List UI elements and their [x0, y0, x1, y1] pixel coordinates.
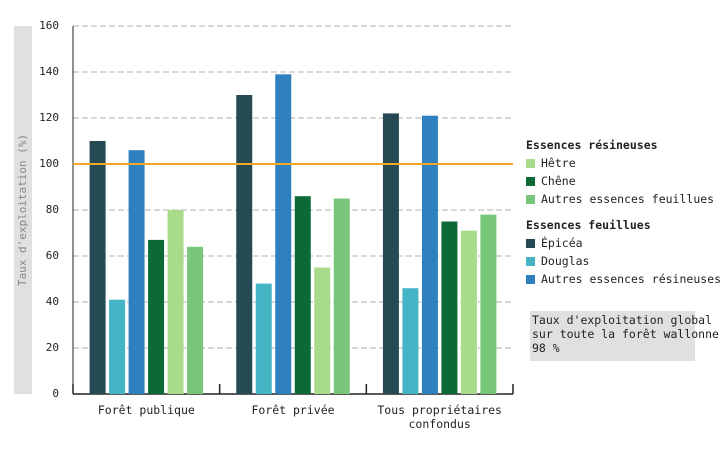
- legend-item: Autres essences feuillues: [526, 190, 721, 208]
- legend-label: Hêtre: [541, 156, 576, 170]
- bar: [89, 141, 106, 394]
- legend-swatch: [526, 274, 535, 284]
- y-tick-label: 120: [39, 111, 59, 124]
- legend-item: Autres essences résineuses: [526, 270, 721, 288]
- bar: [128, 150, 145, 394]
- legend-item: Hêtre: [526, 154, 721, 172]
- legend: Essences résineuses Hêtre Chêne Autres esse…: [526, 128, 721, 288]
- bar: [421, 115, 438, 394]
- bar: [294, 196, 311, 394]
- bar: [333, 198, 350, 394]
- y-label-band: [14, 26, 32, 394]
- bar: [167, 210, 184, 394]
- legend-label: Douglas: [541, 254, 590, 268]
- y-tick-label: 40: [46, 295, 59, 308]
- annotation-line: 98 %: [532, 341, 560, 355]
- legend-item: Chêne: [526, 172, 721, 190]
- legend-item: Épicéa: [526, 234, 721, 252]
- bar: [148, 239, 165, 394]
- bar: [275, 74, 292, 395]
- bar: [460, 230, 477, 394]
- y-tick-label: 60: [46, 249, 59, 262]
- legend-item: Douglas: [526, 252, 721, 270]
- bar: [187, 246, 204, 394]
- legend-swatch: [526, 194, 535, 204]
- bar: [382, 113, 399, 395]
- y-axis-title: Taux d'exploitation (%): [16, 134, 29, 286]
- y-tick-label: 20: [46, 341, 59, 354]
- legend-swatch: [526, 238, 535, 248]
- legend-swatch: [526, 256, 535, 266]
- y-tick-label: 140: [39, 65, 59, 78]
- legend-label: Épicéa: [541, 236, 583, 250]
- legend-swatch: [526, 176, 535, 186]
- y-tick-label: 80: [46, 203, 59, 216]
- annotation-line: sur toute la forêt wallonne: [532, 327, 719, 341]
- x-tick-label: Forêt privée: [251, 403, 335, 417]
- legend-label: Autres essences feuillues: [541, 192, 715, 206]
- legend-heading: Essences résineuses: [526, 138, 658, 152]
- bar: [402, 288, 419, 394]
- legend-heading: Essences feuillues: [526, 218, 651, 232]
- annotation-line: Taux d'exploitation global: [532, 313, 713, 327]
- legend-label: Autres essences résineuses: [541, 272, 722, 286]
- legend-label: Chêne: [541, 174, 576, 188]
- y-tick-label: 100: [39, 157, 59, 170]
- legend-swatch: [526, 158, 535, 168]
- bar: [236, 95, 253, 394]
- x-tick-label: Forêt publique: [97, 403, 195, 417]
- bar: [441, 221, 458, 394]
- x-tick-label: Tous propriétaires confondus: [377, 403, 502, 431]
- bar: [480, 214, 497, 394]
- annotation: Taux d'exploitation global sur toute la f…: [530, 311, 719, 361]
- bar: [109, 299, 126, 394]
- bar: [255, 283, 272, 394]
- bar: [314, 267, 331, 394]
- y-tick-label: 0: [52, 387, 59, 400]
- y-tick-label: 160: [39, 19, 59, 32]
